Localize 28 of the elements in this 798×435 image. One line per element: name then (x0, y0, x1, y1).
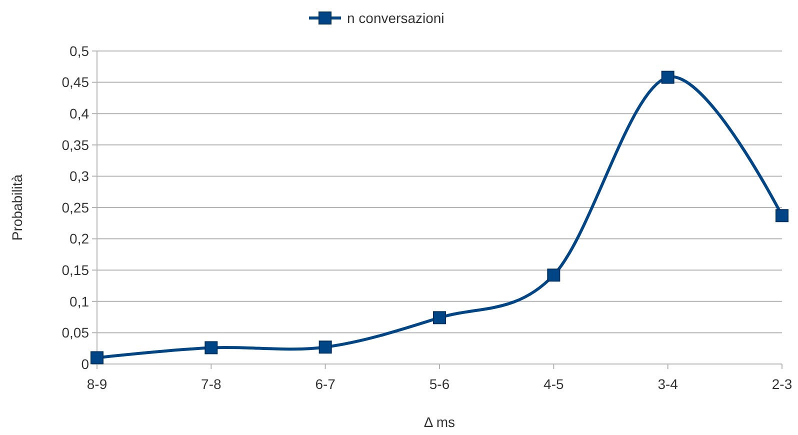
y-tick-label: 0,4 (70, 106, 90, 122)
point (547, 268, 560, 282)
legend-label: n conversazioni (347, 10, 444, 26)
point (776, 209, 788, 222)
x-tick-label: 2-3 (772, 376, 792, 392)
point (433, 311, 446, 324)
point (318, 340, 332, 354)
point (204, 341, 218, 354)
y-tick-label: 0,35 (62, 136, 90, 153)
y-tick-label: 0 (81, 356, 90, 372)
y-tick-label: 0,05 (62, 324, 90, 341)
y-tick-label: 0,3 (70, 168, 90, 184)
y-tick-label: 0,5 (70, 42, 90, 59)
x-axis-title: Δ ms (424, 414, 456, 430)
x-tick-label: 7-8 (201, 376, 222, 392)
y-tick-label: 0,1 (70, 293, 90, 310)
y-tick-label: 0,2 (70, 230, 90, 247)
y-axis-title: Probabilità (9, 174, 25, 241)
x-tick-label: 6-7 (315, 376, 336, 392)
x-tick-label: 3-4 (658, 376, 678, 392)
x-tick-label: 4-5 (544, 376, 564, 392)
y-tick-label: 0,45 (62, 74, 90, 90)
point (90, 351, 104, 364)
y-tick-label: 0,15 (62, 262, 90, 278)
x-tick-label: 5-6 (429, 376, 450, 392)
x-tick-label: 8-9 (86, 376, 108, 392)
point (661, 70, 674, 84)
y-tick-label: 0,25 (62, 199, 90, 216)
